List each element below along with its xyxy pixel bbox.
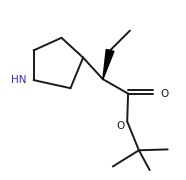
Text: O: O	[160, 89, 168, 99]
Text: HN: HN	[11, 75, 26, 85]
Polygon shape	[103, 50, 114, 79]
Text: O: O	[116, 121, 124, 131]
